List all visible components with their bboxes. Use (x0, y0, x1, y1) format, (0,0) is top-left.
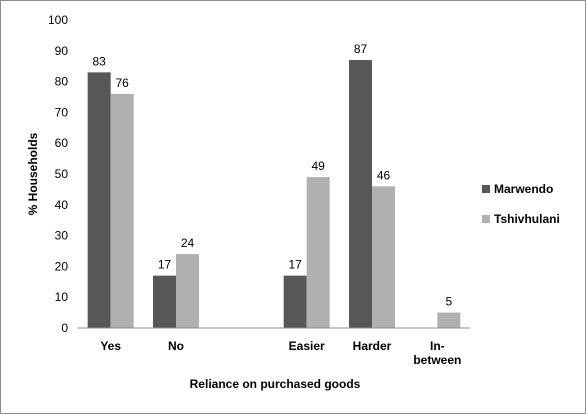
legend-swatch-tshivhulani (482, 215, 490, 223)
y-tick-label: 70 (55, 105, 69, 119)
x-category-label: Harder (353, 339, 392, 353)
legend-swatch-marwendo (482, 185, 490, 193)
bars (87, 60, 461, 328)
bar-tshivhulani (437, 312, 461, 328)
y-tick-label: 90 (55, 44, 69, 58)
data-label: 24 (181, 236, 195, 250)
x-category-label: between (413, 353, 461, 367)
data-label: 87 (354, 42, 368, 56)
bar-marwendo (349, 60, 372, 328)
y-tick-label: 80 (55, 75, 69, 89)
x-axis-categories: Yes No Easier Harder In-between (100, 339, 461, 367)
bar-tshivhulani (176, 254, 199, 328)
y-axis-title: % Households (26, 132, 40, 215)
x-axis-title: Reliance on purchased goods (190, 377, 361, 391)
legend-label-tshivhulani: Tshivhulani (494, 212, 560, 226)
bar-marwendo (153, 275, 176, 328)
x-category-label: In- (430, 339, 445, 353)
data-label: 83 (92, 54, 106, 68)
y-tick-label: 10 (55, 290, 69, 304)
y-tick-label: 50 (55, 167, 69, 181)
data-label: 49 (311, 159, 325, 173)
bar-marwendo (283, 275, 307, 328)
data-label: 76 (115, 76, 129, 90)
x-category-label: No (168, 339, 184, 353)
bar-tshivhulani (372, 186, 395, 328)
bar-tshivhulani (110, 93, 134, 328)
y-tick-label: 0 (61, 321, 68, 335)
legend: Marwendo Tshivhulani (482, 182, 560, 226)
y-tick-label: 60 (55, 136, 69, 150)
bar-tshivhulani (306, 177, 330, 328)
data-label: 17 (288, 258, 302, 272)
data-label: 17 (158, 258, 172, 272)
legend-label-marwendo: Marwendo (494, 182, 553, 196)
data-label: 5 (445, 295, 452, 309)
y-tick-label: 30 (55, 229, 69, 243)
data-label: 46 (377, 168, 391, 182)
x-category-label: Yes (100, 339, 121, 353)
x-category-label: Easier (289, 339, 325, 353)
y-tick-label: 40 (55, 198, 69, 212)
data-labels: 83 76 17 24 17 49 87 46 5 (92, 42, 452, 309)
y-tick-label: 20 (55, 259, 69, 273)
y-axis-ticks: 0 10 20 30 40 50 60 70 80 90 100 (48, 13, 68, 335)
bar-marwendo (87, 72, 111, 328)
y-tick-label: 100 (48, 13, 68, 27)
